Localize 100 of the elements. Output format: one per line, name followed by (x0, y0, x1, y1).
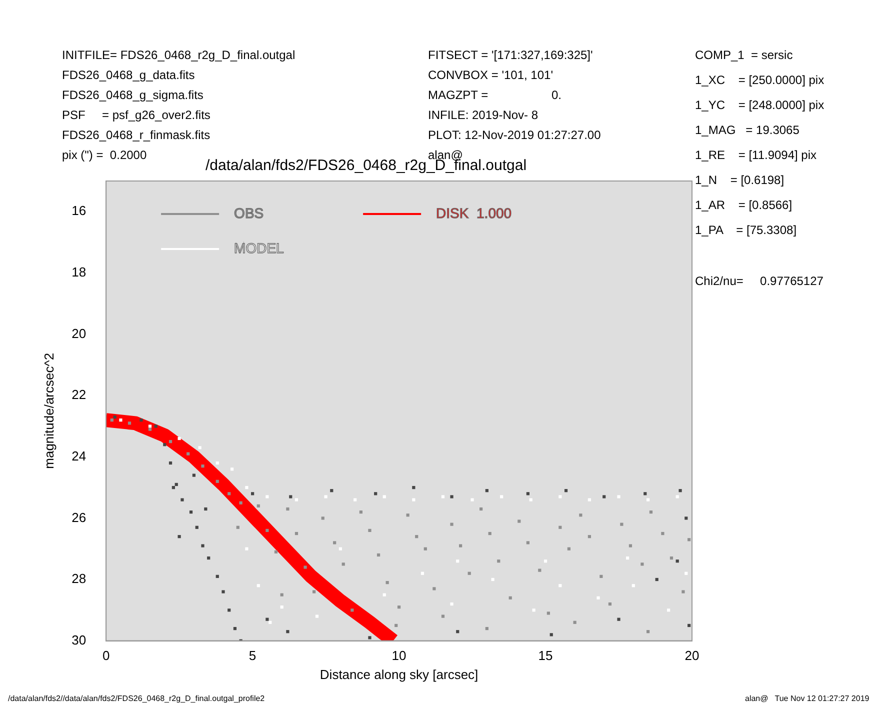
point (192, 474, 196, 477)
point (485, 489, 488, 492)
point (280, 606, 284, 609)
x-tick-label: 15 (538, 648, 553, 664)
text: alan@ Tue Nov 12 01:27:27 2019 (745, 693, 870, 705)
point (204, 507, 208, 511)
point (491, 578, 494, 582)
text: INITFILE= FDS26_0468_r2g_D_final.outgal (62, 48, 296, 62)
text: COMP_1 = sersic (695, 48, 793, 62)
point (688, 624, 691, 628)
point (617, 495, 620, 498)
point (245, 547, 248, 550)
x-tick-label: 0 (102, 648, 110, 664)
text: 1_MAG = 19.3065 (695, 123, 800, 137)
point (382, 495, 386, 498)
y-tick-label: 18 (72, 264, 86, 280)
point (684, 516, 688, 520)
point (558, 495, 562, 498)
point (338, 547, 342, 550)
point (245, 486, 248, 490)
point (684, 572, 688, 575)
point (655, 578, 658, 582)
point (526, 492, 530, 496)
point (564, 489, 568, 492)
point (330, 489, 334, 492)
x-tick-label: 20 (684, 648, 700, 664)
point (456, 560, 460, 563)
text: CONVBOX = '101, 101' (428, 68, 553, 82)
x-tick-label: 10 (392, 648, 406, 664)
text: FITSECT = '[171:327,169:325]' (428, 48, 593, 62)
point (178, 436, 181, 440)
point (558, 584, 562, 588)
text: alan@ (428, 148, 463, 162)
point (441, 495, 445, 498)
point (368, 636, 372, 640)
text: FDS26_0468_g_sigma.fits (62, 88, 204, 102)
point (140, 418, 143, 422)
point (500, 495, 504, 498)
point (470, 498, 474, 502)
point (163, 443, 166, 446)
point (678, 489, 682, 492)
text: 1_AR = [0.8566] (695, 198, 792, 212)
text: 1_N = [0.6198] (695, 173, 784, 187)
point (216, 461, 219, 465)
point (676, 495, 679, 498)
point (207, 556, 210, 560)
point (644, 492, 647, 496)
point (178, 535, 181, 538)
point (596, 596, 600, 600)
point (450, 495, 454, 498)
y-tick-label: 26 (72, 510, 86, 525)
y-tick-label: 28 (72, 571, 86, 586)
point (382, 593, 386, 596)
point (201, 544, 204, 548)
point (374, 492, 378, 496)
point (632, 584, 635, 588)
point (233, 626, 237, 630)
point (198, 446, 202, 450)
text: PSF = psf_g26_over2.fits (62, 108, 210, 122)
point (268, 620, 272, 624)
point (544, 560, 548, 563)
point (676, 560, 679, 563)
point (412, 498, 416, 502)
point (174, 482, 178, 486)
point (119, 418, 122, 422)
point (532, 608, 536, 612)
point (354, 498, 357, 502)
point (550, 633, 553, 636)
text: FDS26_0468_g_data.fits (62, 68, 195, 82)
y-tick-label: 22 (72, 387, 86, 402)
text: 1_RE = [11.9094] pix (695, 148, 817, 162)
point (154, 424, 158, 428)
point (602, 495, 606, 498)
point (412, 486, 416, 490)
legend-label: OBS (234, 204, 264, 221)
legend-label: MODEL (234, 240, 284, 256)
text: MAGZPT = 0. (428, 88, 562, 102)
point (286, 630, 290, 634)
point (168, 461, 172, 465)
point (172, 486, 175, 490)
point (315, 614, 319, 618)
point (289, 495, 292, 498)
text: PLOT: 12-Nov-2019 01:27:27.00 (428, 128, 601, 142)
point (266, 495, 269, 498)
point (256, 584, 260, 588)
text: /data/alan/fds2//data/alan/fds2/FDS26_0468_r2g_D_final.outgal_profile2 (8, 693, 265, 705)
text: pix (") = 0.2000 (62, 148, 147, 162)
text: 1_YC = [248.0000] pix (695, 98, 824, 112)
point (646, 498, 650, 502)
x-tick-label: 5 (248, 648, 256, 664)
point (420, 572, 424, 575)
point (617, 618, 620, 621)
point (189, 510, 193, 514)
text: 1_PA = [75.3308] (695, 223, 797, 237)
text: INFILE: 2019-Nov- 8 (428, 108, 538, 122)
point (195, 526, 198, 529)
y-tick-label: 24 (72, 448, 86, 464)
point (456, 630, 460, 634)
text: 1_XC = [250.0000] pix (695, 73, 824, 87)
point (294, 498, 298, 502)
